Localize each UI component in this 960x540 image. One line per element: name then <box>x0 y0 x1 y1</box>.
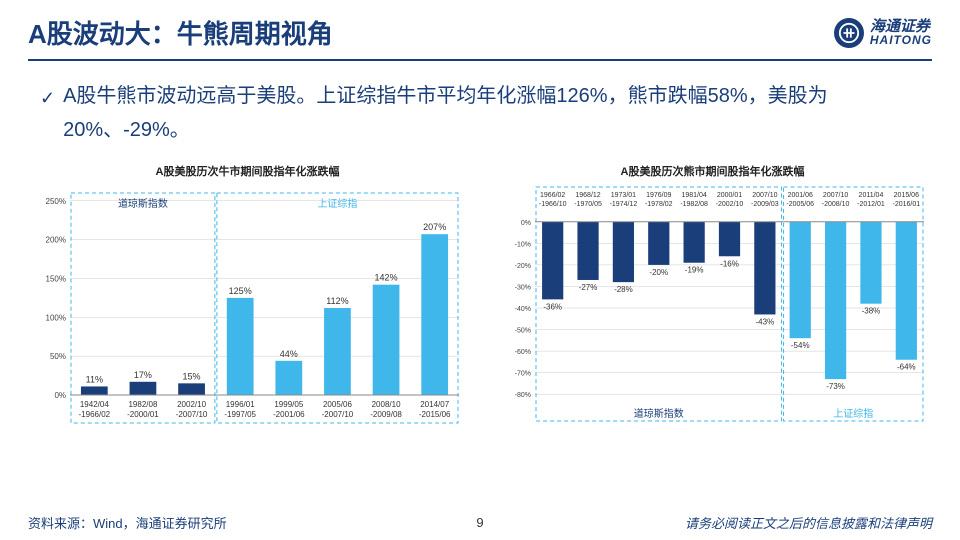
svg-text:上证综指: 上证综指 <box>833 407 873 420</box>
svg-text:1981/04: 1981/04 <box>681 192 706 199</box>
svg-text:2008/10: 2008/10 <box>372 400 401 409</box>
svg-text:-2007/10: -2007/10 <box>176 410 208 419</box>
svg-text:-20%: -20% <box>649 268 668 277</box>
svg-text:-80%: -80% <box>515 392 531 399</box>
svg-text:道琼斯指数: 道琼斯指数 <box>118 197 168 210</box>
svg-text:-19%: -19% <box>685 266 704 275</box>
chart-bull-title: A股美股历次牛市期间股指年化涨跌幅 <box>30 163 465 179</box>
svg-text:44%: 44% <box>280 349 298 359</box>
svg-text:-1974/12: -1974/12 <box>610 201 638 208</box>
svg-text:2007/10: 2007/10 <box>752 192 777 199</box>
svg-text:125%: 125% <box>229 286 252 296</box>
svg-text:2011/04: 2011/04 <box>859 192 884 199</box>
svg-text:200%: 200% <box>46 236 66 245</box>
svg-text:-1970/05: -1970/05 <box>574 201 602 208</box>
svg-text:-2009/03: -2009/03 <box>751 201 779 208</box>
svg-text:2005/06: 2005/06 <box>323 400 352 409</box>
svg-text:2007/10: 2007/10 <box>823 192 848 199</box>
svg-text:-10%: -10% <box>515 241 531 248</box>
svg-text:1982/08: 1982/08 <box>128 400 157 409</box>
svg-text:-2002/10: -2002/10 <box>716 201 744 208</box>
svg-text:2014/07: 2014/07 <box>420 400 449 409</box>
svg-text:-1966/10: -1966/10 <box>539 201 567 208</box>
check-icon: ✓ <box>40 79 55 147</box>
svg-text:-60%: -60% <box>515 349 531 356</box>
svg-text:1999/05: 1999/05 <box>274 400 303 409</box>
svg-text:50%: 50% <box>50 352 66 361</box>
svg-text:上证综指: 上证综指 <box>317 197 357 210</box>
svg-text:-38%: -38% <box>862 307 881 316</box>
svg-text:-1982/08: -1982/08 <box>680 201 708 208</box>
svg-text:-28%: -28% <box>614 285 633 294</box>
svg-text:17%: 17% <box>134 370 152 380</box>
footer-source: 资料来源：Wind，海通证券研究所 <box>28 513 227 532</box>
svg-text:-2009/08: -2009/08 <box>370 410 402 419</box>
svg-text:-50%: -50% <box>515 328 531 335</box>
chart-bear-svg: -80% -70% -60% -50% -40% -30% -20% -10% 0% 道琼斯指数 上… <box>495 185 930 425</box>
svg-text:-30%: -30% <box>515 284 531 291</box>
svg-text:道琼斯指数: 道琼斯指数 <box>634 407 684 420</box>
svg-text:1996/01: 1996/01 <box>226 400 255 409</box>
svg-text:-2015/06: -2015/06 <box>419 410 451 419</box>
svg-text:-70%: -70% <box>515 371 531 378</box>
svg-text:-2008/10: -2008/10 <box>822 201 850 208</box>
svg-text:1942/04: 1942/04 <box>80 400 109 409</box>
svg-text:207%: 207% <box>423 222 446 232</box>
logo-text-cn: 海通证券 <box>870 19 932 34</box>
svg-text:-20%: -20% <box>515 263 531 270</box>
svg-text:1973/01: 1973/01 <box>611 192 636 199</box>
svg-text:15%: 15% <box>183 371 201 381</box>
svg-text:142%: 142% <box>375 273 398 283</box>
svg-text:250%: 250% <box>46 197 66 206</box>
svg-text:-40%: -40% <box>515 306 531 313</box>
svg-text:2002/10: 2002/10 <box>177 400 206 409</box>
svg-text:-2000/01: -2000/01 <box>127 410 159 419</box>
chart-bear-title: A股美股历次熊市期间股指年化涨跌幅 <box>495 163 930 179</box>
svg-text:2001/06: 2001/06 <box>788 192 813 199</box>
svg-text:-36%: -36% <box>543 302 562 311</box>
chart-bull: A股美股历次牛市期间股指年化涨跌幅 0% 50% 100% 150% 200% 250% 道… <box>30 163 465 443</box>
svg-text:11%: 11% <box>86 374 103 384</box>
svg-text:-16%: -16% <box>720 259 739 268</box>
svg-text:2000/01: 2000/01 <box>717 192 742 199</box>
svg-text:-1978/02: -1978/02 <box>645 201 673 208</box>
svg-text:-2012/01: -2012/01 <box>857 201 885 208</box>
svg-text:1976/09: 1976/09 <box>646 192 671 199</box>
svg-text:150%: 150% <box>46 274 66 283</box>
svg-text:112%: 112% <box>326 296 348 306</box>
svg-text:-2016/01: -2016/01 <box>892 201 920 208</box>
svg-text:-1997/05: -1997/05 <box>224 410 256 419</box>
logo-text-en: HAITONG <box>870 34 932 46</box>
page-number: 9 <box>476 515 483 530</box>
bullet-text: A股牛熊市波动远高于美股。上证综指牛市平均年化涨幅126%，熊市跌幅58%，美股… <box>63 79 920 147</box>
svg-text:-43%: -43% <box>756 317 775 326</box>
svg-text:-2007/10: -2007/10 <box>322 410 354 419</box>
svg-text:0%: 0% <box>521 220 531 227</box>
svg-text:0%: 0% <box>54 391 66 400</box>
svg-text:-64%: -64% <box>897 363 916 372</box>
page-title: A股波动大：牛熊周期视角 <box>28 14 333 51</box>
svg-text:100%: 100% <box>46 313 66 322</box>
svg-text:1968/12: 1968/12 <box>575 192 600 199</box>
svg-text:-54%: -54% <box>791 341 810 350</box>
svg-text:-1966/02: -1966/02 <box>79 410 111 419</box>
chart-bull-svg: 0% 50% 100% 150% 200% 250% 道琼斯指数 上证综指 11% 1942/04… <box>30 185 465 425</box>
logo-icon <box>834 18 864 48</box>
svg-text:-27%: -27% <box>579 283 598 292</box>
chart-bear: A股美股历次熊市期间股指年化涨跌幅 -80% -70% -60% -50% -40% -3… <box>495 163 930 443</box>
brand-logo: 海通证券 HAITONG <box>834 18 932 48</box>
svg-text:1966/02: 1966/02 <box>540 192 565 199</box>
svg-text:2015/06: 2015/06 <box>894 192 919 199</box>
svg-text:-2001/06: -2001/06 <box>273 410 305 419</box>
svg-text:-2005/06: -2005/06 <box>786 201 814 208</box>
footer-disclaimer: 请务必阅读正文之后的信息披露和法律声明 <box>685 513 932 532</box>
svg-text:-73%: -73% <box>826 382 845 391</box>
